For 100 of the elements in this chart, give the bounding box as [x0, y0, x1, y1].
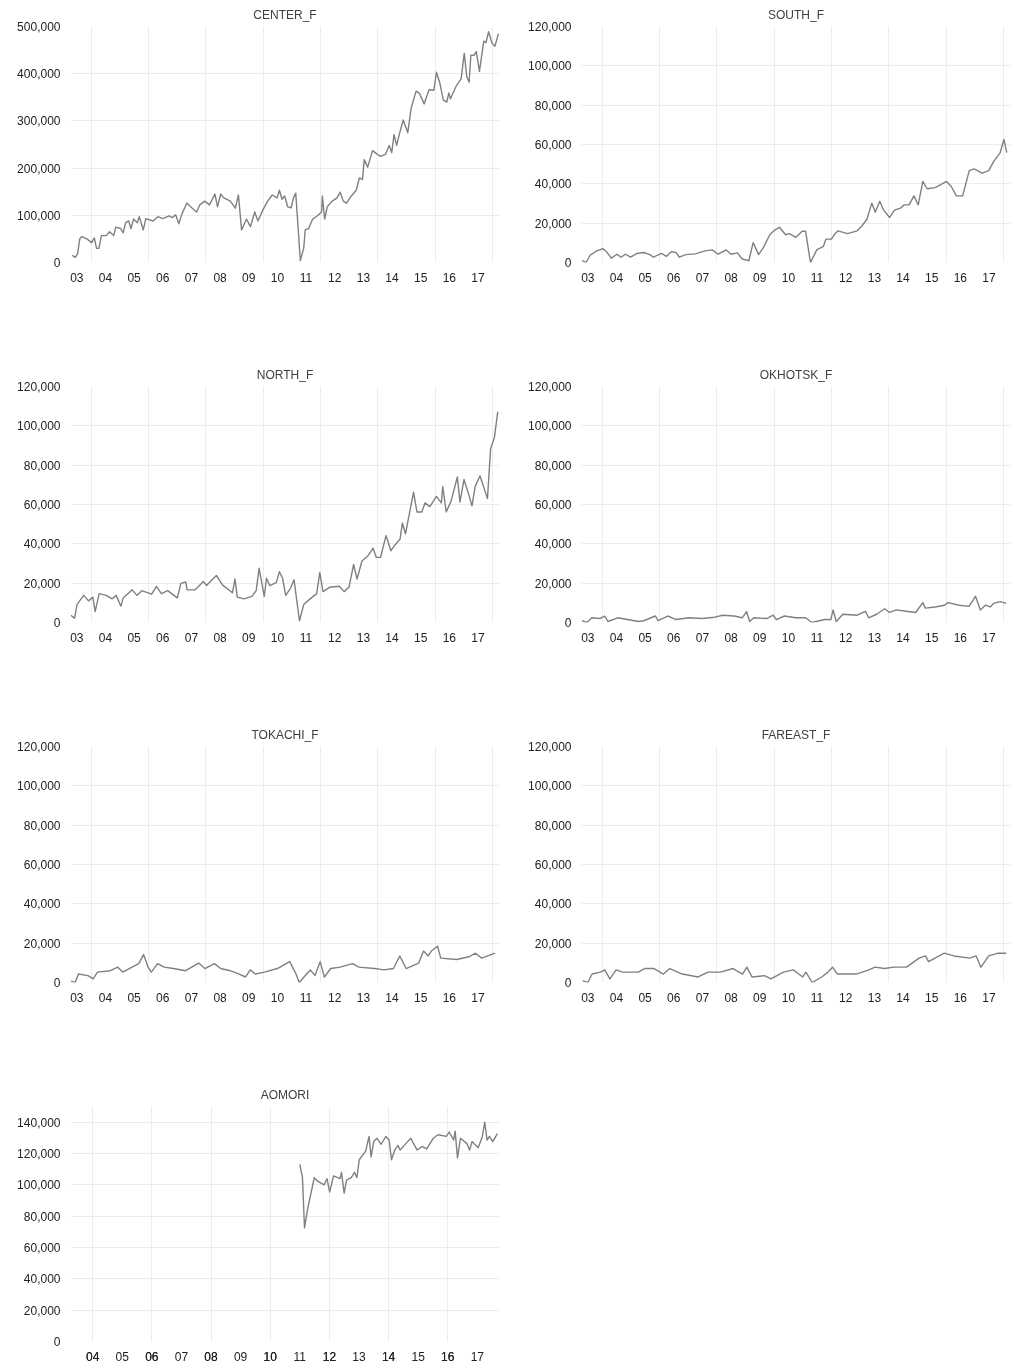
y-tick-label: 100,000	[17, 779, 61, 794]
x-tick-label: 04	[609, 990, 624, 1005]
y-tick-label: 80,000	[23, 458, 61, 473]
chart-title: TOKACHI_F	[251, 727, 319, 742]
x-tick-label: 10	[270, 270, 285, 285]
x-tick-label: 05	[638, 270, 653, 285]
x-tick-label: 17	[982, 990, 997, 1005]
x-tick-label: 03	[581, 630, 595, 645]
x-tick-label: 11	[299, 270, 313, 285]
x-tick-label: 06	[667, 270, 681, 285]
y-tick-label: 100,000	[17, 419, 61, 434]
y-tick-label: 0	[53, 1335, 61, 1349]
y-tick-label: 40,000	[534, 537, 572, 552]
x-tick-label: 13	[356, 270, 371, 285]
y-tick-label: 120,000	[528, 380, 572, 394]
x-tick-label: 16	[953, 990, 968, 1005]
x-tick-label: 06	[667, 990, 681, 1005]
x-tick-label: 13	[867, 990, 882, 1005]
chart-title: SOUTH_F	[768, 7, 825, 22]
x-tick-label: 10	[781, 630, 796, 645]
y-tick-label: 40,000	[534, 897, 572, 912]
x-tick-label: 17	[471, 270, 486, 285]
y-tick-label: 0	[53, 976, 61, 990]
y-tick-label: 0	[53, 256, 61, 270]
x-tick-label: 13	[356, 630, 371, 645]
x-tick-label: 10	[263, 1349, 278, 1364]
y-tick-label: 40,000	[23, 1272, 61, 1287]
y-tick-label: 80,000	[534, 458, 572, 473]
x-tick-label: 07	[695, 630, 710, 645]
y-tick-label: 20,000	[23, 576, 61, 591]
y-tick-label: 40,000	[23, 897, 61, 912]
x-tick-label: 05	[115, 1349, 130, 1364]
x-tick-label: 06	[156, 630, 170, 645]
x-tick-label: 04	[86, 1349, 100, 1364]
x-tick-label: 12	[839, 630, 853, 645]
x-tick-label: 11	[299, 630, 313, 645]
x-tick-label: 14	[896, 990, 911, 1005]
y-tick-label: 140,000	[17, 1115, 61, 1130]
y-tick-label: 60,000	[23, 1241, 61, 1255]
x-tick-label: 15	[414, 990, 428, 1005]
x-tick-label: 15	[925, 270, 939, 285]
x-tick-label: 11	[810, 990, 824, 1005]
x-tick-label: 17	[471, 630, 486, 645]
x-tick-label: 12	[328, 630, 342, 645]
x-tick-label: 09	[242, 990, 256, 1005]
y-tick-label: 60,000	[23, 498, 61, 512]
x-tick-label: 10	[781, 270, 796, 285]
x-tick-label: 08	[724, 630, 739, 645]
y-tick-label: 200,000	[17, 161, 61, 176]
x-tick-label: 03	[70, 990, 84, 1005]
y-tick-label: 80,000	[23, 818, 61, 833]
x-tick-label: 15	[414, 270, 428, 285]
x-tick-label: 08	[213, 990, 228, 1005]
x-tick-label: 05	[127, 630, 142, 645]
x-tick-label: 03	[70, 270, 84, 285]
x-tick-label: 04	[98, 270, 113, 285]
x-tick-label: 08	[213, 270, 228, 285]
y-tick-label: 120,000	[17, 1147, 61, 1161]
x-tick-label: 17	[470, 1349, 485, 1364]
y-tick-label: 40,000	[534, 177, 572, 192]
y-tick-label: 0	[53, 616, 61, 630]
x-tick-label: 15	[925, 630, 939, 645]
y-tick-label: 60,000	[534, 498, 572, 512]
y-tick-label: 20,000	[23, 936, 61, 951]
x-tick-label: 17	[982, 630, 997, 645]
x-tick-label: 04	[98, 630, 113, 645]
y-tick-label: 500,000	[17, 20, 61, 34]
y-tick-label: 60,000	[23, 858, 61, 872]
chart-title: CENTER_F	[253, 7, 317, 22]
x-tick-label: 11	[299, 990, 313, 1005]
x-tick-label: 13	[352, 1349, 366, 1364]
x-tick-label: 12	[328, 270, 342, 285]
x-tick-label: 08	[724, 990, 739, 1005]
x-tick-label: 03	[581, 990, 595, 1005]
x-tick-label: 09	[753, 270, 767, 285]
x-tick-label: 17	[471, 990, 486, 1005]
x-tick-label: 08	[204, 1349, 219, 1364]
chart-title: FAREAST_F	[761, 727, 831, 742]
x-tick-label: 05	[638, 990, 653, 1005]
y-tick-label: 100,000	[528, 59, 572, 74]
x-tick-label: 05	[127, 990, 142, 1005]
chart-title: OKHOTSK_F	[759, 367, 833, 382]
x-tick-label: 09	[233, 1349, 248, 1364]
y-tick-label: 80,000	[23, 1209, 61, 1224]
y-tick-label: 0	[564, 256, 572, 270]
y-tick-label: 20,000	[534, 576, 572, 591]
y-tick-label: 120,000	[528, 20, 572, 34]
x-tick-label: 14	[381, 1349, 396, 1364]
x-tick-label: 04	[609, 270, 624, 285]
x-tick-label: 05	[127, 270, 142, 285]
x-tick-label: 07	[184, 630, 199, 645]
x-tick-label: 03	[70, 630, 84, 645]
x-tick-label: 15	[925, 990, 939, 1005]
y-tick-label: 100,000	[17, 208, 61, 223]
x-tick-label: 07	[695, 270, 710, 285]
y-tick-label: 20,000	[534, 936, 572, 951]
y-tick-label: 0	[564, 616, 572, 630]
x-tick-label: 16	[442, 630, 457, 645]
x-tick-label: 17	[982, 270, 997, 285]
x-tick-label: 06	[667, 630, 681, 645]
